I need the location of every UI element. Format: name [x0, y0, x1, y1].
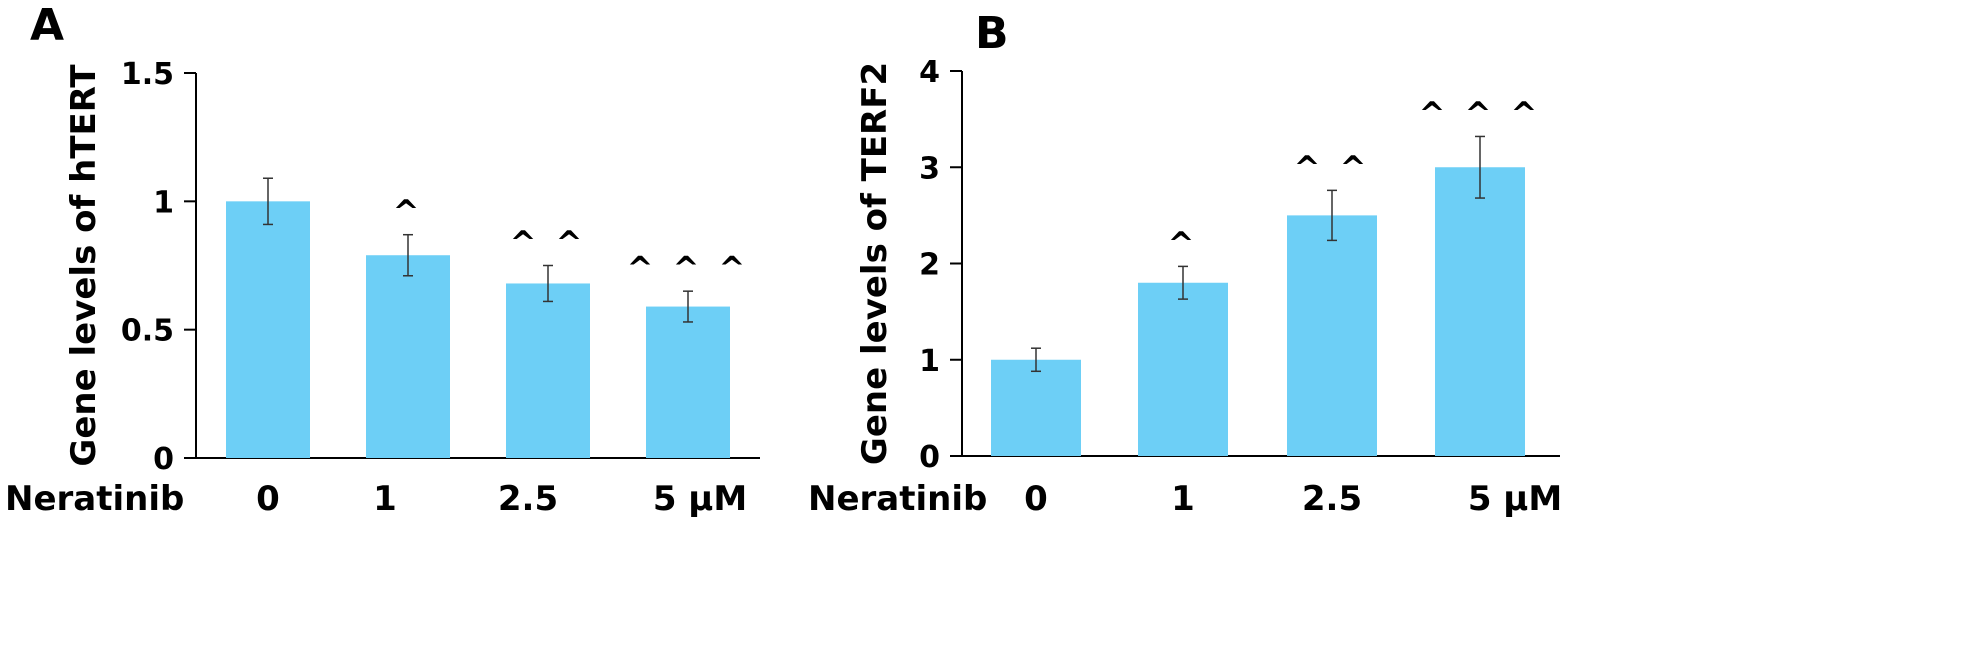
p1-y-tick-label: 2 [919, 248, 940, 283]
panel-b-xlabel: Neratinib [808, 479, 987, 519]
p1-significance-mark: ^ ^ ^ [1419, 94, 1542, 132]
p0-significance-mark: ^ ^ [510, 224, 587, 262]
p1-y-tick-label: 3 [919, 151, 940, 186]
p0-y-tick-label: 0 [153, 442, 174, 477]
p0-bar [226, 201, 310, 459]
p0-category-label: 2.5 [498, 479, 558, 519]
p0-significance-mark: ^ [393, 193, 424, 231]
p1-y-tick-label: 1 [919, 344, 940, 379]
p0-bar [506, 283, 590, 458]
p0-y-tick-label: 1.5 [121, 57, 174, 92]
p0-category-label: 0 [256, 479, 280, 519]
p0-category-label: 5 μM [653, 479, 747, 519]
p1-category-label: 0 [1024, 479, 1048, 519]
panel-a: A Neratinib 0 0.5 1 1.5 Gene levels of hTERT… [5, 0, 760, 519]
p1-bar [1138, 282, 1228, 456]
p1-category-label: 1 [1171, 479, 1195, 519]
p1-bar [1287, 215, 1377, 456]
p0-significance-mark: ^ ^ ^ [627, 249, 750, 287]
panel-a-letter: A [30, 0, 64, 51]
p1-bar [1435, 167, 1525, 456]
panel-b: B Neratinib 0 1 2 3 4 Gene levels of TERF2 0 ^ 1… [808, 8, 1562, 519]
p1-ylabel: Gene levels of TERF2 [855, 62, 895, 465]
p1-y-tick-label: 0 [919, 440, 940, 475]
panel-a-xlabel: Neratinib [5, 479, 184, 519]
p0-bar [366, 255, 450, 458]
p0-y-tick-label: 1 [153, 185, 174, 220]
p1-category-label: 5 μM [1468, 479, 1562, 519]
p1-bar [991, 359, 1081, 456]
panel-b-letter: B [975, 8, 1009, 59]
p0-bar [646, 306, 730, 458]
p1-y-tick-label: 4 [919, 55, 940, 90]
p0-category-label: 1 [373, 479, 397, 519]
p1-significance-mark: ^ [1168, 224, 1199, 262]
p1-significance-mark: ^ ^ [1294, 148, 1371, 186]
p0-y-tick-label: 0.5 [121, 314, 174, 349]
p0-ylabel: Gene levels of hTERT [64, 64, 104, 467]
p1-category-label: 2.5 [1302, 479, 1362, 519]
